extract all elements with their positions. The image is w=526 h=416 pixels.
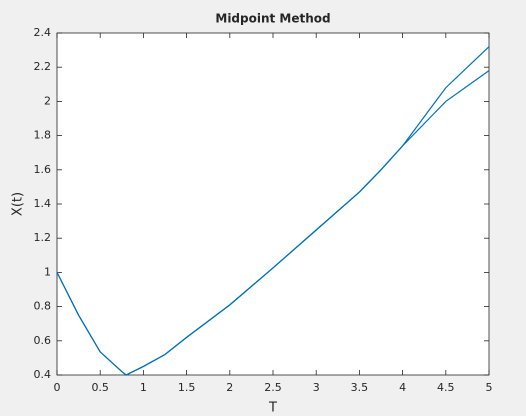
- x-tick-label: 5: [486, 381, 493, 394]
- x-tick-label: 1: [140, 381, 147, 394]
- y-axis-label: X(t): [11, 192, 26, 216]
- x-tick-label: 3.5: [351, 381, 369, 394]
- x-tick-label: 0: [54, 381, 61, 394]
- y-tick-label: 0.8: [34, 300, 52, 313]
- y-tick-label: 1: [44, 265, 51, 278]
- x-tick-label: 0.5: [91, 381, 109, 394]
- y-tick-label: 1.8: [34, 129, 52, 142]
- data-line: [56, 70, 490, 376]
- y-tick-label: 2: [44, 94, 51, 107]
- x-tick-label: 3: [313, 381, 320, 394]
- y-tick-label: 0.6: [34, 334, 52, 347]
- y-tick-label: 1.6: [34, 163, 52, 176]
- x-tick-label: 4.5: [437, 381, 455, 394]
- x-tick-label: 4: [399, 381, 406, 394]
- x-tick-label: 2: [226, 381, 233, 394]
- y-tick-label: 2.2: [34, 60, 52, 73]
- chart-title: Midpoint Method: [215, 12, 330, 26]
- y-tick-label: 1.4: [34, 197, 52, 210]
- x-axis-label: T: [268, 401, 277, 416]
- y-tick-label: 2.4: [34, 26, 52, 39]
- y-tick-label: 1.2: [34, 231, 52, 244]
- x-tick-label: 1.5: [178, 381, 196, 394]
- y-tick-label: 0.4: [34, 368, 52, 381]
- axes-box: [56, 32, 490, 376]
- x-tick-label: 2.5: [264, 381, 282, 394]
